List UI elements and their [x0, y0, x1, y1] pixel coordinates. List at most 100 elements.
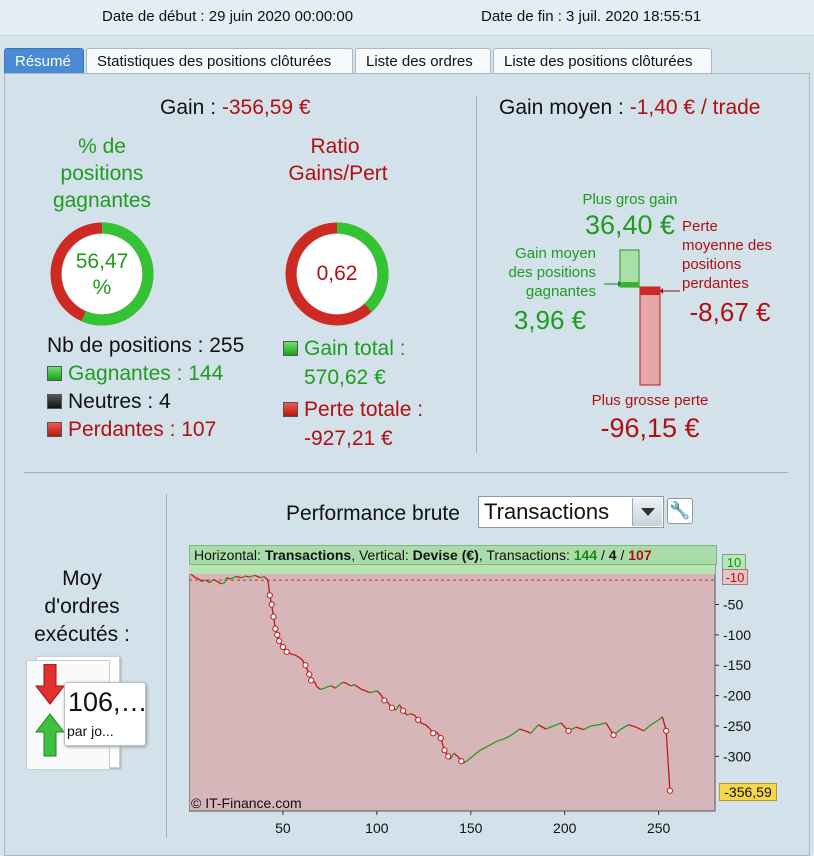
equity-segment	[361, 688, 366, 692]
copyright: © IT-Finance.com	[191, 795, 302, 811]
equity-segment	[201, 579, 207, 583]
equity-segment	[190, 573, 196, 578]
loss-marker	[283, 648, 290, 655]
max-gain-bar	[619, 249, 640, 288]
loss-marker	[388, 704, 395, 711]
equity-segment	[508, 732, 515, 738]
loss-marker	[276, 637, 283, 645]
ratio-title-line: Gains/Pert	[288, 162, 388, 185]
equity-segment	[635, 726, 644, 732]
equity-segment	[472, 752, 477, 757]
chevron-down-icon[interactable]	[632, 498, 662, 526]
equity-segment	[513, 728, 521, 734]
loss-marker	[565, 727, 572, 734]
y-tick-label: -150	[723, 657, 751, 673]
win-pct-donut	[50, 222, 154, 326]
equity-segment	[295, 654, 299, 658]
tab-orders-list[interactable]: Liste des ordres	[355, 48, 491, 74]
ratio-title: Ratio Gains/Pert	[272, 133, 398, 187]
equity-segment	[292, 653, 297, 657]
y-tick-label: -50	[723, 596, 743, 612]
equity-segment	[643, 724, 652, 732]
equity-segment	[491, 740, 498, 745]
end-date: Date de fin : 3 juil. 2020 18:55:51	[481, 8, 702, 25]
equity-segment	[372, 690, 378, 693]
loss-marker	[663, 727, 670, 734]
equity-segment	[575, 726, 584, 731]
equity-segment	[545, 725, 554, 730]
equity-segment	[453, 752, 459, 757]
equity-segment	[230, 575, 237, 580]
equity-segment	[530, 724, 539, 734]
orders-title-line: exécutés :	[34, 623, 130, 646]
equity-segment	[376, 690, 382, 695]
win-pct-number: 56,47	[75, 250, 129, 273]
orders-title-line: d'ordres	[44, 595, 120, 618]
orders-unit: par jo...	[67, 723, 114, 739]
avg-gain-label: Gain moyen :	[499, 96, 630, 119]
horizontal-divider	[24, 472, 788, 473]
equity-segment	[650, 719, 659, 726]
equity-segment	[369, 691, 374, 694]
performance-mode-select[interactable]: Transactions	[478, 496, 664, 528]
neutral-label: Neutres : 4	[68, 390, 171, 413]
avg-loss-label-line: Perte	[682, 218, 718, 235]
avg-win-bar	[620, 282, 639, 287]
donut-win-arc	[50, 222, 154, 326]
info-value: Transactions	[264, 547, 352, 563]
equity-segment	[263, 576, 269, 581]
y-tick-label: -250	[723, 718, 751, 734]
loss-marker	[400, 707, 407, 714]
equity-segment	[248, 574, 255, 578]
gain-title: Gain : -356,59 €	[160, 96, 311, 120]
equity-segment	[525, 730, 532, 734]
donut-center	[62, 234, 142, 314]
wrench-icon[interactable]: 🔧	[667, 498, 693, 524]
red-square-icon	[283, 402, 298, 417]
loss-marker	[666, 787, 674, 794]
equity-segment	[260, 575, 265, 579]
x-tick-label: 200	[553, 820, 577, 836]
performance-title: Performance brute	[286, 502, 460, 525]
tab-resume[interactable]: Résumé	[4, 48, 84, 74]
info-label: Horizontal:	[194, 547, 265, 563]
equity-segment	[583, 725, 592, 731]
equity-segment	[353, 684, 359, 688]
ratio-title-line: Ratio	[310, 135, 360, 158]
equity-segment	[342, 681, 347, 685]
gain-total-label: Gain total :	[304, 337, 406, 360]
loss-marker	[430, 730, 437, 737]
y-tick-label: -300	[723, 748, 751, 764]
loss-marker	[302, 662, 309, 669]
win-pct-value: 56,47 %	[56, 249, 148, 301]
info-neutral: 4	[608, 547, 617, 563]
avg-loss-label-line: perdantes	[682, 275, 749, 292]
equity-segment	[468, 755, 474, 760]
equity-segment	[590, 724, 599, 727]
info-label: , Vertical:	[351, 547, 413, 563]
equity-segment	[476, 749, 481, 754]
y-min-flag: -10	[722, 569, 748, 585]
equity-segment	[327, 685, 332, 688]
losers-count: Perdantes : 107	[47, 418, 216, 442]
equity-segment	[449, 752, 455, 760]
equity-segment	[338, 681, 344, 686]
equity-segment	[365, 690, 370, 694]
up-arrow-icon	[34, 713, 66, 757]
loss-marker	[610, 731, 617, 739]
equity-segment	[628, 724, 637, 728]
avg-win-arrow-icon	[618, 281, 621, 287]
tab-closed-positions-list[interactable]: Liste des positions clôturées	[493, 48, 712, 74]
y-tick-label: -100	[723, 627, 751, 643]
select-value: Transactions	[484, 499, 610, 524]
equity-segment	[485, 743, 492, 748]
equity-segment	[254, 574, 261, 579]
start-date: Date de début : 29 juin 2020 00:00:00	[102, 8, 354, 25]
date-range-bar: Date de début : 29 juin 2020 00:00:00 Da…	[0, 0, 814, 36]
tab-closed-positions-stats[interactable]: Statistiques des positions clôturées	[86, 48, 353, 74]
nb-positions: Nb de positions : 255	[47, 334, 245, 357]
winners-label: Gagnantes : 144	[68, 362, 224, 385]
equity-segment	[665, 730, 671, 791]
equity-segment	[620, 724, 629, 730]
avg-win-label-line: Gain moyen	[515, 245, 596, 262]
